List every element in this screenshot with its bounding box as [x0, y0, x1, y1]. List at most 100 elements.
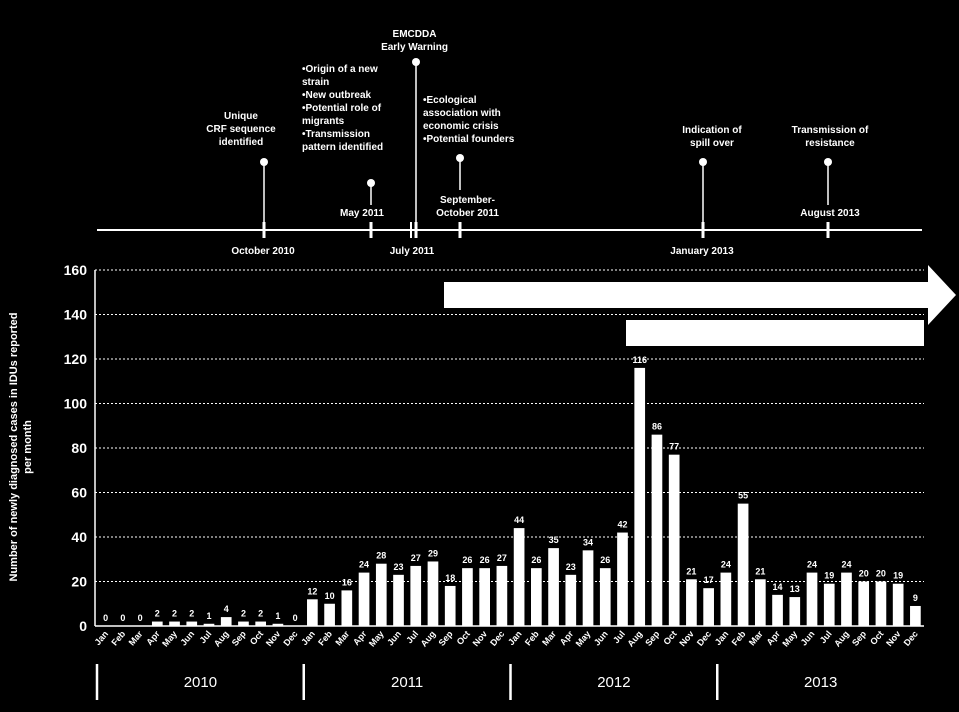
x-tick-label: Aug — [832, 629, 851, 649]
event-aug2013-date: August 2013 — [800, 208, 860, 219]
x-tick-label: Sep — [230, 628, 249, 647]
timeline-dot — [824, 158, 832, 166]
data-label: 77 — [669, 442, 679, 452]
bar — [479, 568, 490, 626]
timeline-dot — [699, 158, 707, 166]
bar — [634, 367, 646, 626]
year-axis: 2010 2011 2012 2013 — [95, 664, 837, 700]
bar — [375, 563, 387, 626]
x-tick-label: Mar — [333, 628, 351, 647]
data-label: 42 — [617, 520, 627, 530]
x-tick-label: Apr — [558, 628, 576, 647]
data-label: 24 — [721, 560, 731, 570]
bar — [531, 568, 542, 626]
data-label: 55 — [738, 491, 748, 501]
event-may2011-label: •Origin of a new strain •New outbreak •P… — [302, 64, 384, 153]
event-jul2011-date: July 2011 — [389, 246, 435, 257]
year-label: 2011 — [391, 674, 423, 691]
bar — [238, 621, 249, 626]
bar — [548, 548, 559, 626]
x-tick-label: Aug — [419, 629, 438, 649]
x-tick-label: Jun — [178, 629, 196, 648]
data-label: 13 — [790, 584, 800, 594]
x-tick-label: Jan — [93, 629, 111, 647]
data-label: 27 — [497, 553, 507, 563]
timeline-dot — [260, 158, 268, 166]
x-tick-label: Oct — [455, 629, 472, 647]
data-label: 2 — [189, 609, 194, 619]
bars — [151, 367, 921, 626]
data-label: 0 — [103, 613, 108, 623]
event-jul2011-label: EMCDDA Early Warning — [381, 29, 448, 53]
data-label: 23 — [566, 562, 576, 572]
bar — [341, 590, 353, 626]
bar — [307, 599, 318, 626]
y-tick-label: 120 — [64, 351, 88, 367]
y-tick-label: 140 — [64, 307, 88, 323]
bar — [910, 605, 921, 626]
data-label: 1 — [206, 611, 211, 621]
data-label: 21 — [686, 566, 696, 576]
bar — [720, 572, 732, 626]
x-tick-label: Apr — [351, 628, 369, 647]
data-label: 28 — [376, 551, 386, 561]
data-label: 2 — [241, 609, 246, 619]
bar — [496, 565, 508, 626]
data-label: 86 — [652, 422, 662, 432]
bar — [754, 579, 766, 626]
bar — [272, 623, 284, 626]
x-tick-label: Feb — [316, 628, 334, 647]
bar — [789, 597, 801, 626]
bar — [806, 572, 818, 626]
data-label: 2 — [258, 609, 263, 619]
data-label: 26 — [462, 555, 472, 565]
data-label: 14 — [773, 582, 783, 592]
data-label: 2 — [155, 609, 160, 619]
bar — [686, 579, 697, 626]
bar — [703, 588, 714, 626]
data-label: 9 — [913, 593, 918, 603]
bar — [841, 572, 852, 626]
x-tick-label: Dec — [695, 629, 713, 648]
bar — [393, 574, 404, 626]
x-tick-label: Jan — [506, 629, 524, 647]
data-label: 19 — [893, 571, 903, 581]
x-tick-label: Jan — [299, 629, 317, 647]
y-tick-label: 80 — [71, 440, 87, 456]
bar — [169, 621, 180, 626]
event-may2011-date: May 2011 — [340, 208, 384, 219]
bar — [324, 603, 335, 626]
x-tick-label: Oct — [661, 629, 678, 647]
bar — [444, 585, 456, 626]
bar — [651, 434, 663, 626]
bar — [186, 621, 198, 626]
data-label: 24 — [359, 560, 369, 570]
data-label: 27 — [411, 553, 421, 563]
bar — [772, 594, 783, 626]
timeline-dot — [456, 154, 464, 162]
bar — [462, 568, 473, 626]
x-tick-label: Jun — [385, 629, 403, 648]
bar — [582, 550, 594, 626]
data-label: 116 — [632, 355, 647, 365]
data-label: 35 — [549, 535, 559, 545]
x-tick-label: May — [367, 629, 386, 649]
year-label: 2010 — [184, 674, 217, 691]
data-label: 16 — [342, 577, 352, 587]
x-tick-label: Apr — [144, 628, 162, 647]
bar — [668, 454, 680, 626]
x-tick-label: Mar — [747, 628, 765, 647]
x-tick-label: May — [780, 629, 799, 649]
bar — [203, 623, 215, 626]
bar — [892, 583, 904, 626]
x-tick-label: Oct — [248, 629, 265, 647]
x-tick-label: Aug — [625, 629, 644, 649]
x-tick-label: Mar — [540, 628, 558, 647]
event-sepoct2011-date: September- October 2011 — [436, 195, 499, 219]
x-tick-label: Mar — [127, 628, 145, 647]
bar — [875, 581, 887, 626]
data-label: 4 — [224, 604, 229, 614]
bar — [255, 621, 267, 626]
